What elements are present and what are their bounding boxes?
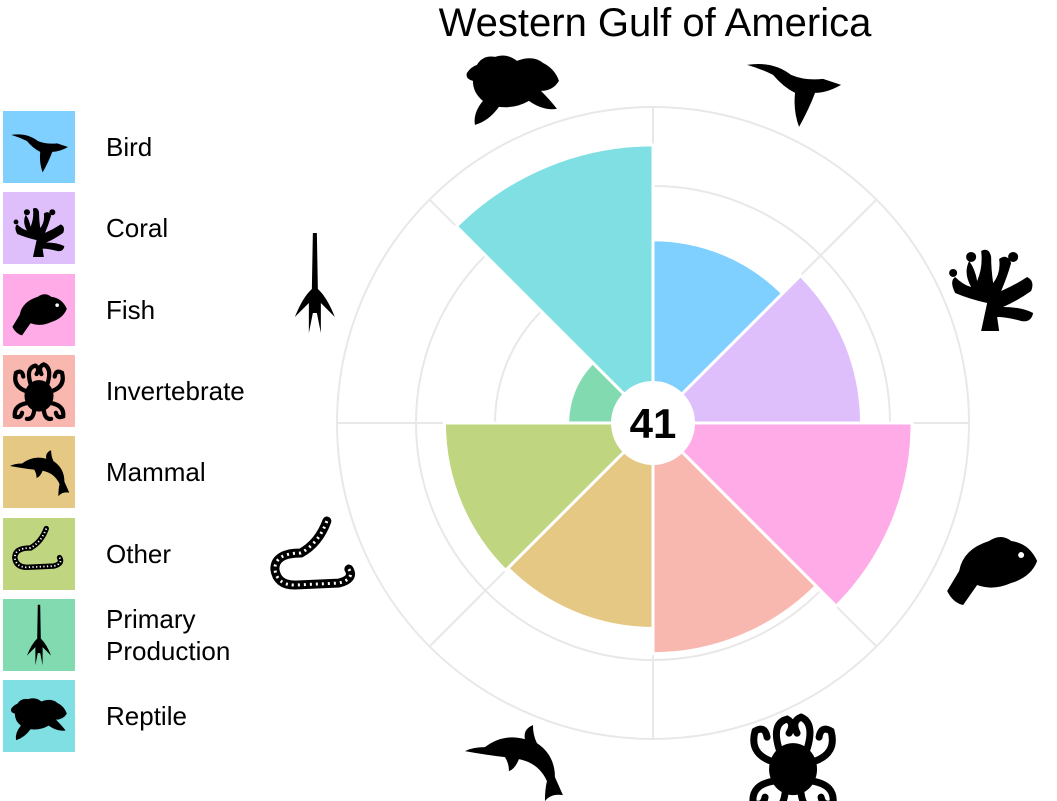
bird-icon	[747, 63, 842, 127]
legend-item: Fish	[3, 273, 303, 346]
legend-swatch	[3, 598, 75, 671]
legend-swatch	[3, 273, 75, 346]
legend-label: Fish	[106, 294, 156, 325]
legend-swatch	[3, 354, 75, 427]
dolphin-icon	[9, 450, 70, 497]
wedge-mammal	[505, 419, 655, 630]
fish-icon	[947, 537, 1038, 606]
octopus-icon	[12, 361, 66, 421]
legend-swatch	[3, 680, 75, 753]
legend-label: Invertebrate	[106, 375, 245, 406]
legend-item: Coral	[3, 192, 303, 265]
legend-swatch	[3, 111, 75, 183]
legend-label: Mammal	[106, 457, 206, 488]
legend-item: Other	[3, 517, 303, 590]
wedge-reptile	[454, 143, 655, 427]
octopus-icon	[749, 713, 837, 801]
outer-icons	[270, 55, 1038, 801]
turtle-icon	[466, 55, 559, 125]
turtle-icon	[10, 698, 67, 741]
wedges	[442, 143, 914, 656]
center-value: 41	[630, 400, 677, 447]
coral-icon	[949, 249, 1034, 331]
legend-label: Primary Production	[106, 603, 231, 666]
legend-swatch	[3, 192, 75, 265]
legend-item: Reptile	[3, 680, 303, 753]
legend-label: Coral	[106, 213, 169, 244]
worm-icon	[12, 525, 64, 570]
legend-label: Bird	[106, 132, 153, 162]
wedge-bird	[651, 238, 785, 427]
wedge-other	[442, 421, 657, 573]
worm-icon	[270, 516, 355, 590]
plankton-icon	[26, 604, 52, 666]
plankton-icon	[294, 232, 335, 333]
wedge-fish	[649, 421, 914, 609]
legend-swatch	[3, 436, 75, 509]
legend-item: Bird	[3, 111, 303, 183]
legend-item: Primary Production	[3, 598, 303, 671]
legend-item: Invertebrate	[3, 354, 303, 427]
chart-title: Western Gulf of America	[438, 1, 872, 45]
wedge-invertebrate	[651, 419, 819, 656]
wedge-coral	[649, 273, 864, 425]
bird-icon	[11, 134, 69, 173]
fish-icon	[12, 293, 67, 335]
legend-swatch	[3, 517, 75, 590]
legend-item: Mammal	[3, 436, 303, 509]
legend-label: Other	[106, 538, 172, 569]
coral-icon	[13, 208, 65, 258]
legend-label: Reptile	[106, 701, 187, 732]
dolphin-icon	[464, 725, 563, 801]
center-hole	[611, 381, 695, 465]
